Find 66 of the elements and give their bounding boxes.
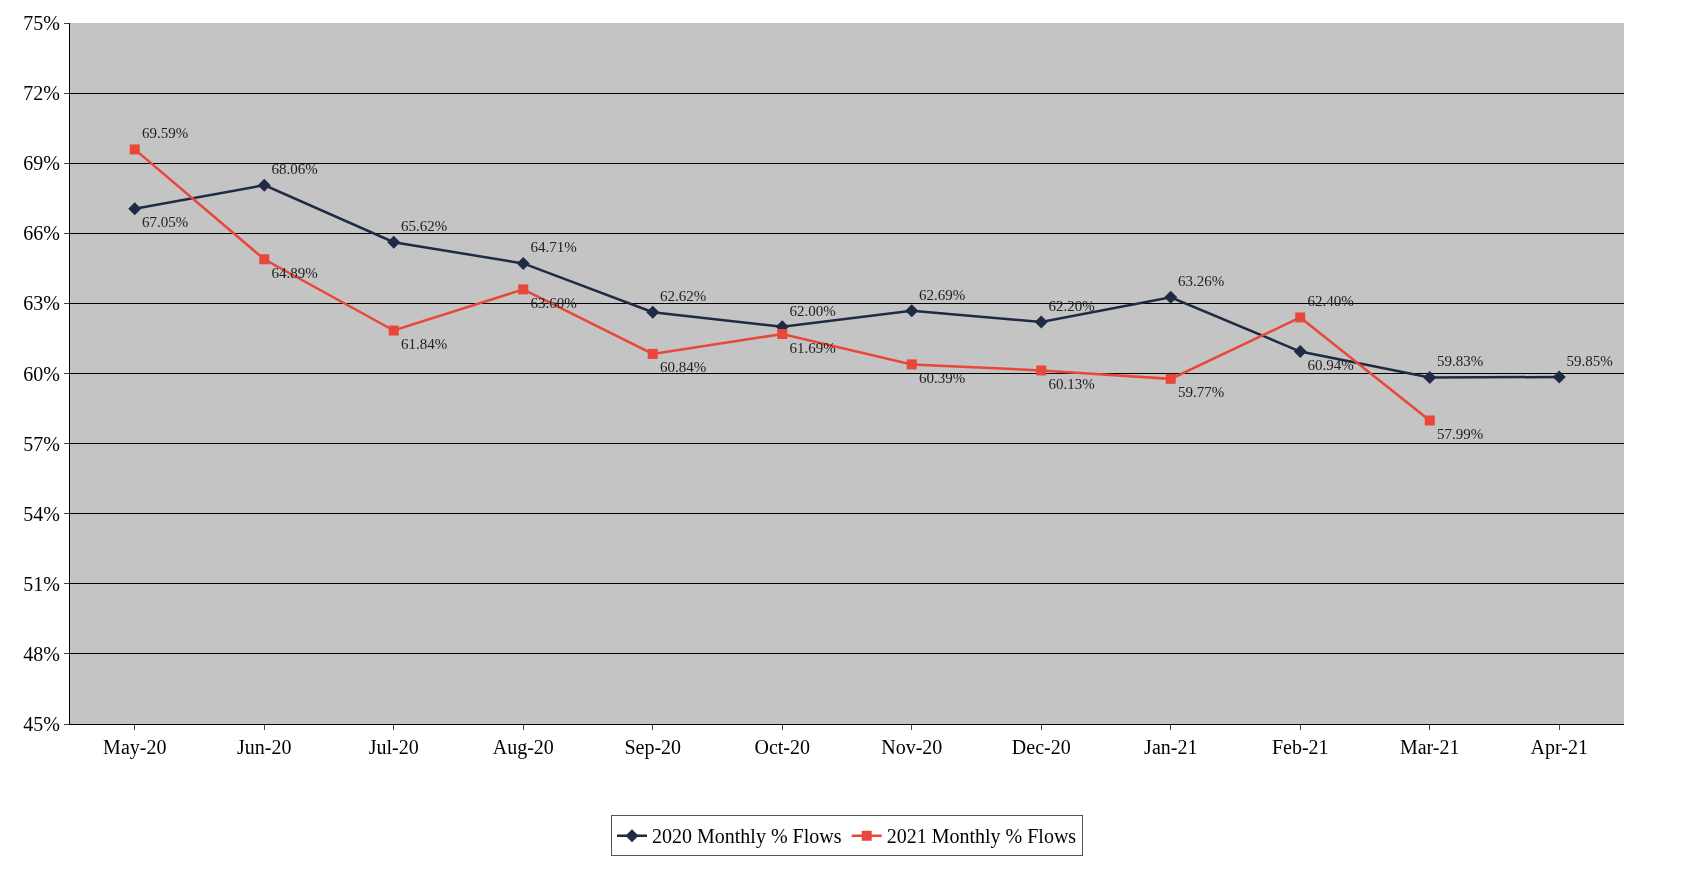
- data-label: 68.06%: [271, 161, 318, 178]
- x-tick-label: Aug-20: [492, 736, 554, 759]
- point: [259, 254, 270, 265]
- y-tick-label: 51%: [23, 572, 60, 595]
- x-tick-label: Jul-20: [368, 736, 419, 758]
- point: [647, 348, 658, 359]
- x-tick-label: May-20: [103, 736, 167, 759]
- data-label: 64.71%: [530, 239, 577, 256]
- y-tick-label: 60%: [23, 362, 60, 385]
- x-tick-label: Dec-20: [1011, 736, 1071, 758]
- x-tick-label: Mar-21: [1399, 736, 1460, 758]
- point: [1295, 312, 1306, 323]
- point: [129, 144, 140, 155]
- legend-label: 2021 Monthly % Flows: [886, 825, 1077, 849]
- point: [777, 329, 788, 340]
- data-label: 60.94%: [1307, 357, 1354, 374]
- data-label: 60.13%: [1048, 375, 1095, 392]
- point: [1165, 373, 1176, 384]
- point: [518, 284, 529, 295]
- data-label: 62.00%: [789, 302, 836, 319]
- point: [1552, 370, 1566, 384]
- data-label: 57.99%: [1437, 425, 1484, 442]
- data-label: 61.69%: [789, 339, 836, 356]
- point: [1164, 290, 1178, 304]
- data-label: 59.77%: [1178, 384, 1225, 401]
- point: [516, 256, 530, 270]
- x-tick-label: Sep-20: [624, 736, 682, 759]
- y-tick-label: 45%: [23, 713, 60, 735]
- point: [1423, 370, 1437, 384]
- data-label: 67.05%: [142, 214, 189, 231]
- data-label: 59.83%: [1437, 353, 1484, 370]
- point: [257, 178, 271, 192]
- point: [906, 359, 917, 370]
- x-tick-label: Oct-20: [754, 736, 811, 758]
- point: [387, 235, 401, 249]
- y-tick-label: 66%: [23, 222, 60, 245]
- point: [905, 304, 919, 318]
- y-tick-label: 69%: [23, 152, 60, 175]
- y-tick-label: 75%: [23, 12, 60, 34]
- data-label: 59.85%: [1566, 353, 1613, 369]
- y-tick-label: 48%: [23, 642, 60, 665]
- point: [1036, 365, 1047, 376]
- data-label: 62.62%: [660, 288, 707, 305]
- point: [646, 305, 660, 319]
- legend-label: 2020 Monthly % Flows: [652, 825, 842, 849]
- data-label: 65.62%: [401, 218, 448, 235]
- data-label: 69.59%: [142, 125, 189, 142]
- x-tick-label: Feb-21: [1271, 736, 1329, 758]
- data-label: 60.84%: [660, 359, 707, 376]
- data-label: 61.84%: [401, 336, 448, 353]
- y-tick-label: 57%: [23, 432, 60, 455]
- y-tick-label: 54%: [23, 502, 60, 525]
- x-tick-label: Nov-20: [881, 736, 943, 758]
- point: [128, 202, 142, 216]
- x-tick-label: Jan-21: [1144, 736, 1198, 758]
- data-label: 62.69%: [919, 286, 966, 303]
- data-label: 60.39%: [919, 369, 966, 386]
- y-tick-label: 72%: [23, 82, 60, 105]
- data-label: 63.26%: [1178, 273, 1225, 290]
- point: [388, 325, 399, 336]
- point: [1034, 315, 1048, 329]
- y-tick-label: 63%: [23, 292, 60, 315]
- x-tick-label: Jun-20: [237, 736, 292, 758]
- point: [1293, 345, 1307, 359]
- point: [1424, 415, 1435, 426]
- x-tick-label: Apr-21: [1530, 736, 1588, 759]
